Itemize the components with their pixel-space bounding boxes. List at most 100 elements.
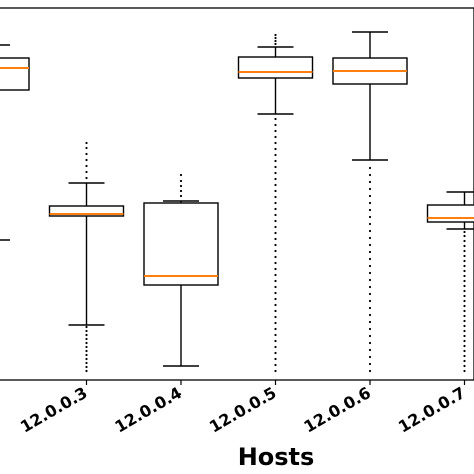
outlier-point	[463, 344, 466, 348]
outlier-point	[179, 173, 183, 177]
outlier-point	[368, 215, 372, 219]
plot-area	[0, 7, 474, 381]
outlier-point	[368, 320, 372, 324]
outlier-point	[463, 319, 466, 323]
outlier-point	[274, 357, 277, 361]
x-tick-label: 12.0.0.5	[206, 383, 280, 436]
outlier-point	[274, 225, 277, 229]
outlier-point	[179, 189, 183, 193]
outlier-point	[274, 183, 277, 187]
outlier-point	[368, 313, 372, 317]
x-tick-label: 12.0.0.4	[111, 383, 185, 436]
outlier-point	[85, 170, 88, 174]
outlier-point	[274, 309, 277, 313]
outlier-point	[85, 329, 88, 333]
outlier-point	[463, 244, 466, 248]
outlier-point	[179, 184, 183, 188]
outlier-point	[274, 363, 277, 367]
iqr-box	[426, 204, 474, 223]
outlier-point	[368, 166, 372, 170]
outlier-point	[463, 294, 466, 298]
outlier-point	[274, 243, 277, 247]
outlier-point	[463, 299, 466, 303]
outlier-point	[274, 33, 277, 37]
outlier-point	[368, 285, 372, 289]
outlier-point	[463, 309, 466, 313]
outlier-point	[274, 279, 277, 283]
outlier-point	[85, 333, 88, 337]
box-group	[426, 191, 474, 373]
outlier-point	[274, 129, 277, 133]
iqr-box	[48, 205, 125, 217]
outlier-point	[85, 369, 88, 373]
outlier-point	[368, 369, 372, 373]
outlier-point	[463, 249, 466, 253]
outlier-point	[368, 355, 372, 359]
boxes-layer	[0, 31, 474, 373]
outlier-point	[85, 357, 88, 361]
outlier-point	[368, 341, 372, 345]
outlier-point	[368, 299, 372, 303]
x-tick-label: 12.0.0.3	[17, 383, 91, 436]
outlier-point	[463, 314, 466, 318]
outlier-point	[463, 284, 466, 288]
outlier-point	[274, 165, 277, 169]
outlier-point	[463, 349, 466, 353]
outlier-point	[368, 180, 372, 184]
outlier-point	[368, 306, 372, 310]
outlier-point	[274, 297, 277, 301]
box-group	[48, 141, 125, 373]
outlier-point	[274, 285, 277, 289]
plot-frame	[0, 7, 474, 381]
outlier-point	[274, 171, 277, 175]
outlier-point	[463, 259, 466, 263]
outlier-point	[463, 339, 466, 343]
outlier-point	[274, 369, 277, 373]
outlier-point	[274, 327, 277, 331]
box-group	[332, 31, 408, 373]
outlier-point	[368, 208, 372, 212]
outlier-point	[463, 289, 466, 293]
outlier-point	[463, 230, 466, 234]
outlier-point	[368, 236, 372, 240]
outlier-point	[274, 195, 277, 199]
outlier-point	[463, 354, 466, 358]
outlier-point	[179, 179, 183, 183]
outlier-point	[85, 341, 88, 345]
outlier-point	[368, 194, 372, 198]
outlier-point	[274, 273, 277, 277]
outlier-point	[85, 337, 88, 341]
outlier-point	[463, 334, 466, 338]
outlier-point	[463, 274, 466, 278]
outlier-point	[274, 189, 277, 193]
outlier-point	[368, 243, 372, 247]
outlier-point	[368, 173, 372, 177]
iqr-box	[143, 202, 219, 286]
outlier-point	[274, 177, 277, 181]
outlier-point	[463, 234, 466, 238]
outlier-point	[274, 345, 277, 349]
box-group	[0, 44, 30, 241]
outlier-point	[274, 333, 277, 337]
outlier-point	[85, 141, 88, 145]
outlier-point	[463, 364, 466, 368]
outlier-point	[368, 229, 372, 233]
outlier-point	[368, 271, 372, 275]
outlier-point	[368, 250, 372, 254]
outlier-point	[85, 361, 88, 365]
outlier-point	[85, 152, 88, 156]
outlier-point	[463, 254, 466, 258]
outlier-point	[368, 334, 372, 338]
outlier-point	[368, 278, 372, 282]
x-tick-label: 12.0.0.7	[395, 383, 469, 436]
outlier-point	[274, 39, 277, 43]
outlier-point	[463, 239, 466, 243]
outlier-point	[368, 222, 372, 226]
outlier-point	[368, 362, 372, 366]
outlier-point	[274, 213, 277, 217]
outlier-point	[274, 201, 277, 205]
outlier-point	[463, 359, 466, 363]
outlier-point	[368, 292, 372, 296]
outlier-point	[274, 237, 277, 241]
outlier-point	[274, 267, 277, 271]
